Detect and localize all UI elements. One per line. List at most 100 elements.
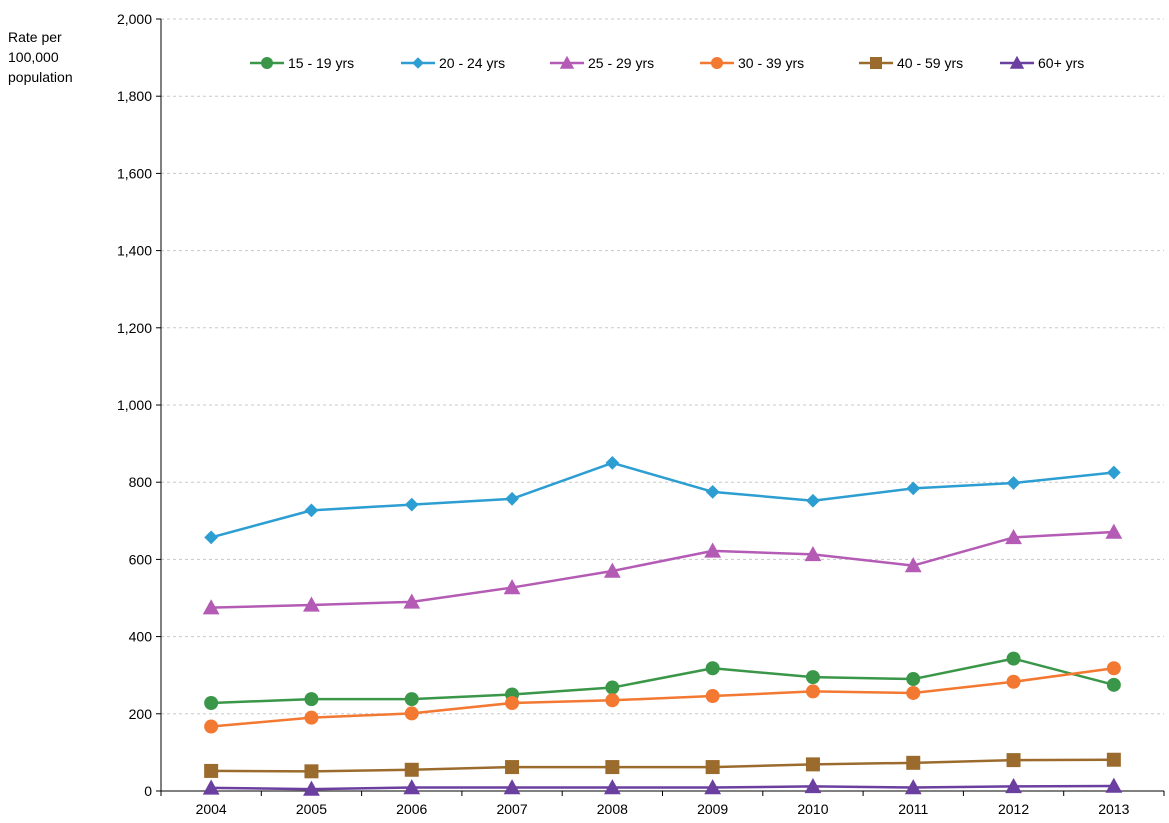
data-point xyxy=(505,491,519,506)
x-tick-label: 2007 xyxy=(496,801,527,817)
series-line xyxy=(211,657,1115,705)
data-point xyxy=(904,779,922,795)
y-axis-label-line-3: population xyxy=(8,69,73,85)
series-line xyxy=(211,758,1114,773)
data-point xyxy=(705,689,720,704)
data-point xyxy=(1106,677,1121,692)
y-tick-label: 400 xyxy=(129,629,153,645)
data-point xyxy=(204,530,219,545)
data-point xyxy=(1105,523,1123,539)
data-point xyxy=(1106,465,1121,480)
axes: 0 200 400 600 800 1,000 1,200 1,400 1,600 1,800 2,… xyxy=(117,11,1165,817)
legend-item: 30 - 39 yrs xyxy=(700,55,804,71)
legend-marker xyxy=(1009,55,1025,69)
data-point xyxy=(204,719,219,734)
y-tick-label: 1,000 xyxy=(117,397,152,413)
data-point xyxy=(403,779,421,795)
data-point xyxy=(1006,651,1021,666)
gridlines xyxy=(161,18,1164,715)
legend-label: 30 - 39 yrs xyxy=(738,55,804,71)
data-point xyxy=(605,760,620,775)
data-point xyxy=(404,706,419,721)
legend-label: 15 - 19 yrs xyxy=(288,55,354,71)
data-point xyxy=(303,780,320,796)
x-tick-label: 2008 xyxy=(597,801,628,817)
data-point xyxy=(704,542,722,558)
data-point xyxy=(304,503,319,518)
data-point xyxy=(906,481,921,496)
data-series xyxy=(202,456,1123,796)
y-axis-label-line-1: Rate per xyxy=(8,29,62,45)
series-line xyxy=(210,461,1114,539)
data-point xyxy=(1106,661,1121,676)
legend-marker xyxy=(261,57,273,69)
series-line xyxy=(211,667,1115,728)
series-30-39-yrs xyxy=(204,661,1121,734)
data-point xyxy=(605,693,620,708)
data-point xyxy=(804,777,822,794)
data-point xyxy=(304,764,319,779)
data-point xyxy=(404,497,419,512)
data-point xyxy=(303,596,320,612)
data-point xyxy=(1006,753,1021,768)
data-point xyxy=(603,562,621,578)
y-axis-label-line-2: 100,000 xyxy=(8,49,59,65)
data-point xyxy=(1106,752,1121,767)
data-point xyxy=(705,484,720,499)
data-point xyxy=(805,670,820,685)
data-point xyxy=(204,695,219,710)
series-60-yrs xyxy=(202,777,1123,796)
x-tick-label: 2009 xyxy=(697,801,728,817)
legend-marker xyxy=(412,57,424,69)
legend-item: 20 - 24 yrs xyxy=(401,55,505,71)
data-point xyxy=(1105,777,1123,793)
y-tick-label: 800 xyxy=(129,474,153,490)
series-line xyxy=(211,784,1114,791)
series-15-19-yrs xyxy=(204,651,1121,710)
data-point xyxy=(202,779,220,795)
data-point xyxy=(503,779,521,795)
y-tick-label: 1,600 xyxy=(117,165,152,181)
y-tick-label: 200 xyxy=(129,706,153,722)
x-tick-label: 2013 xyxy=(1098,801,1129,817)
data-point xyxy=(404,692,419,707)
legend-item: 15 - 19 yrs xyxy=(250,55,354,71)
series-20-24-yrs xyxy=(204,456,1121,545)
y-tick-label: 600 xyxy=(129,551,153,567)
data-point xyxy=(904,557,922,573)
legend-item: 60+ yrs xyxy=(1000,55,1084,71)
y-tick-label: 1,200 xyxy=(117,320,152,336)
data-point xyxy=(906,685,921,700)
data-point xyxy=(704,779,722,795)
data-point xyxy=(505,760,520,775)
data-point xyxy=(804,545,822,562)
x-tick-label: 2011 xyxy=(898,801,928,817)
x-tick-label: 2004 xyxy=(196,801,227,817)
legend-label: 40 - 59 yrs xyxy=(897,55,963,71)
data-point xyxy=(304,710,319,725)
data-point xyxy=(505,695,520,710)
data-point xyxy=(805,757,820,772)
series-25-29-yrs xyxy=(202,523,1123,615)
data-point xyxy=(1005,528,1022,545)
data-point xyxy=(403,593,421,609)
legend-label: 25 - 29 yrs xyxy=(588,55,654,71)
legend-marker xyxy=(870,57,882,69)
data-point xyxy=(603,779,621,795)
legend-marker xyxy=(711,57,723,69)
y-tick-label: 2,000 xyxy=(117,11,152,27)
legend-marker xyxy=(559,55,575,69)
data-point xyxy=(404,762,419,777)
y-tick-label: 0 xyxy=(144,783,152,799)
x-tick-label: 2005 xyxy=(296,801,327,817)
data-point xyxy=(304,692,319,707)
data-point xyxy=(503,579,521,595)
data-point xyxy=(705,661,720,676)
legend-label: 60+ yrs xyxy=(1038,55,1084,71)
data-point xyxy=(705,760,720,775)
data-point xyxy=(605,680,620,695)
data-point xyxy=(1006,674,1021,689)
data-point xyxy=(1006,476,1021,490)
y-tick-label: 1,800 xyxy=(117,88,152,104)
